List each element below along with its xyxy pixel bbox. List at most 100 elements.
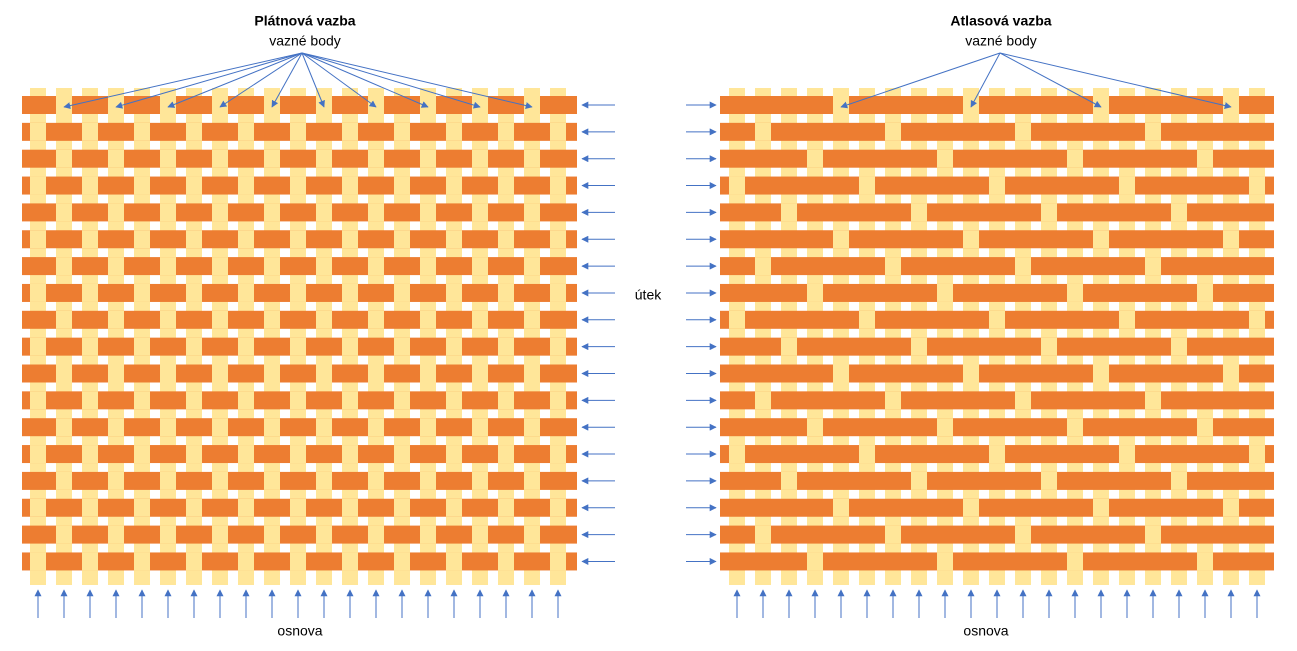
warp-float [781,471,797,490]
warp-float [160,418,176,437]
warp-float [989,445,1005,464]
warp-float [264,203,280,222]
warp-float [1171,471,1187,490]
warp-float [316,149,332,168]
warp-float [160,310,176,329]
warp-float [550,337,566,356]
warp-float [316,257,332,276]
warp-float [290,230,306,249]
weft-thread [22,149,577,168]
binding-point-arrow [840,52,1001,109]
weft-thread [22,471,577,490]
warp-float [1041,337,1057,356]
warp-float [56,96,72,114]
warp-float [56,203,72,222]
warp-float [1249,176,1265,195]
warp-float [264,525,280,544]
warp-float [290,552,306,571]
warp-float [342,445,358,464]
warp-float [859,310,875,329]
warp-float [807,149,823,168]
warp-float [238,122,254,141]
warp-float [108,471,124,490]
warp-float [160,257,176,276]
warp-float [1197,149,1213,168]
warp-float [394,445,410,464]
warp-float [212,149,228,168]
warp-float [729,310,745,329]
warp-float [290,122,306,141]
warp-float [368,525,384,544]
weft-thread [720,257,1274,276]
warp-float [1197,283,1213,302]
warp-float [134,552,150,571]
warp-float [342,283,358,302]
warp-float [264,364,280,383]
warp-float [394,498,410,517]
weft-thread [720,552,1274,571]
warp-float [134,283,150,302]
left-subtitle: vazné body [269,33,341,49]
warp-float [524,257,540,276]
warp-float [30,230,46,249]
warp-float [498,445,514,464]
warp-float [446,498,462,517]
warp-float [524,310,540,329]
warp-float [420,364,436,383]
warp-float [82,337,98,356]
warp-float [316,471,332,490]
warp-float [368,471,384,490]
warp-float [1171,203,1187,222]
warp-float [807,283,823,302]
weave-layer [22,52,1274,618]
warp-float [82,176,98,195]
left-title: Plátnová vazba [254,13,355,29]
warp-float [807,418,823,437]
warp-float [56,257,72,276]
warp-float [524,149,540,168]
warp-float [1119,445,1135,464]
warp-float [290,391,306,410]
warp-float [394,283,410,302]
warp-float [56,149,72,168]
warp-float [963,364,979,383]
warp-float [368,310,384,329]
weft-thread [720,283,1274,302]
weft-thread [720,364,1274,383]
warp-float [212,525,228,544]
warp-float [1197,418,1213,437]
warp-float [472,525,488,544]
warp-float [885,391,901,410]
warp-float [316,418,332,437]
warp-float [446,176,462,195]
weft-thread [22,525,577,544]
warp-float [160,203,176,222]
warp-float [342,498,358,517]
warp-float [368,418,384,437]
weft-thread [720,203,1274,222]
weft-thread [22,257,577,276]
warp-float [56,310,72,329]
warp-float [30,552,46,571]
warp-float [394,230,410,249]
right-bottom-label: osnova [963,623,1008,639]
warp-float [108,364,124,383]
weft-thread [720,391,1274,410]
warp-float [963,230,979,249]
warp-float [290,337,306,356]
warp-float [212,257,228,276]
warp-float [30,445,46,464]
warp-float [108,203,124,222]
warp-float [524,525,540,544]
weft-thread [720,471,1274,490]
warp-float [524,471,540,490]
warp-float [963,498,979,517]
warp-float [368,203,384,222]
warp-float [368,257,384,276]
warp-float [264,471,280,490]
warp-float [394,176,410,195]
warp-float [420,149,436,168]
warp-float [524,203,540,222]
warp-float [342,122,358,141]
